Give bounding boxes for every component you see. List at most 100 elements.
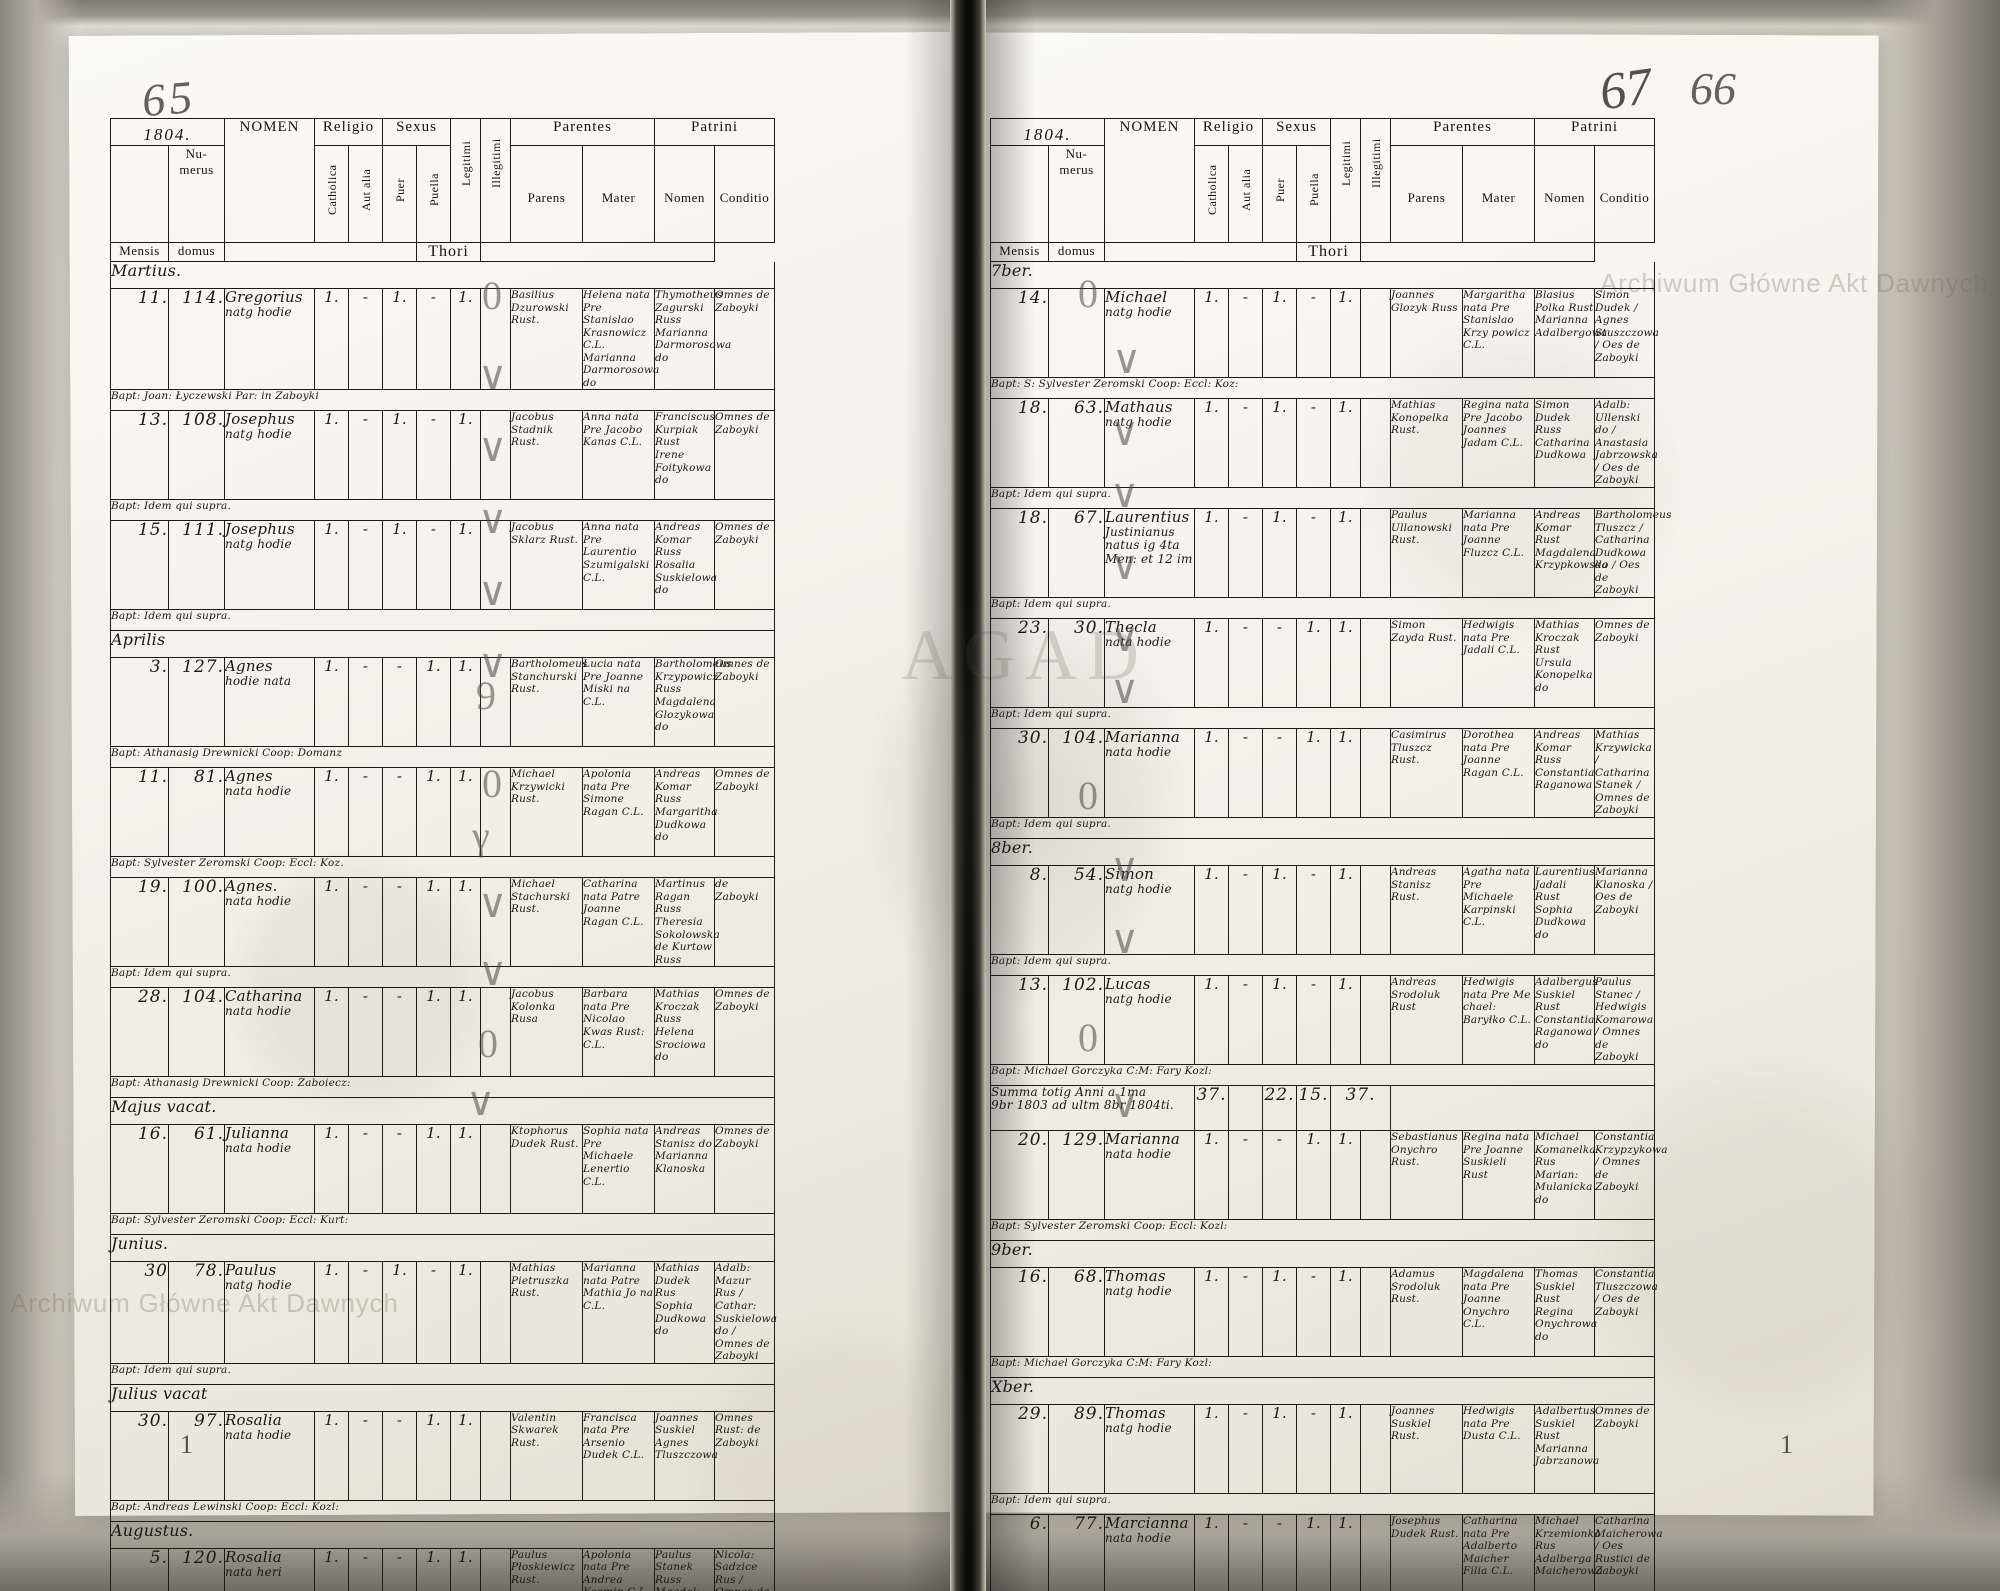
- entry-nomen: Laurentius Justinianus natus ig 4ta Men: …: [1104, 508, 1195, 598]
- entry-puer: 1.: [382, 287, 418, 391]
- entry-nomen: Agnes. nata hodie: [224, 877, 315, 968]
- month-label-row: Aprilis: [109, 630, 776, 658]
- entry-aut-alia: -: [1227, 975, 1264, 1065]
- header-religio-right: Religio: [1193, 118, 1264, 146]
- entry-catholica: 1.: [314, 520, 349, 611]
- entry-illegitimi: [480, 520, 512, 611]
- entry-aut-alia: -: [347, 1261, 384, 1364]
- entry-puella: 1.: [416, 657, 452, 748]
- entry-catholica: 1.: [314, 877, 349, 968]
- header-conditio-left: Conditio: [714, 145, 776, 243]
- baptism-note-row: Bapt: Sylvester Zeromski Coop: Eccl: Kur…: [109, 1213, 776, 1236]
- entry-puer: 1.: [382, 1261, 418, 1364]
- entry-patrini-nomen: Adalbertus Suskiel Rust Marianna Jabrzano…: [1534, 1404, 1599, 1494]
- entry-aut-alia: -: [1227, 1130, 1264, 1220]
- entry-nomen: Paulus natg hodie: [224, 1261, 315, 1364]
- header-numerus-right: Nu-merus: [1048, 145, 1105, 243]
- entry-mater: Regina nata Pre Joanne Suskieli Rust: [1462, 1130, 1536, 1220]
- entry-puer: 1.: [382, 520, 418, 611]
- entry-aut-alia: -: [347, 287, 384, 391]
- entry-puer: -: [382, 877, 418, 968]
- entry-legitimi: 1.: [1330, 508, 1362, 598]
- entry-mater: Sophia nata Pre Michaele Lenertio C.L.: [582, 1124, 656, 1215]
- entry-conditio: Omnes de Zaboyki: [714, 1124, 776, 1215]
- entry-mater: Barbara nata Pre Nicolao Kwas Rust: C.L.: [582, 987, 656, 1078]
- entry-aut-alia: -: [347, 1410, 384, 1501]
- entry-illegitimi: [480, 1124, 512, 1215]
- entry-domus: 108.: [168, 410, 225, 501]
- entry-patrini-nomen: Blasius Polka Rust Marianna Adalbergowa: [1534, 288, 1607, 378]
- entry-patrini-nomen: Michael Komanelka Rus Marian: Mulanicka d…: [1534, 1130, 1596, 1220]
- entry-catholica: 1.: [314, 410, 349, 501]
- entry-puella: -: [1296, 865, 1332, 955]
- entry-nomen: Julianna nata hodie: [224, 1124, 315, 1215]
- entry-domus: 78.: [168, 1261, 225, 1364]
- month-label: 9ber.: [989, 1240, 1656, 1268]
- register-entry-row: 16. 61. Julianna nata hodie 1. - -1. 1. Ktophoru…: [110, 1124, 776, 1215]
- entry-domus: 127.: [168, 657, 225, 748]
- entry-nomen: Thecla nata hodie: [1104, 618, 1195, 708]
- scan-edge-left: [0, 0, 80, 1591]
- entry-patrini-nomen: Martinus Ragan Russ Theresia Sokolowska d…: [654, 877, 720, 968]
- entry-conditio: Nicola: Sadzice Rus / Omnes de Zaboyki: [714, 1547, 776, 1591]
- entry-patrini-nomen: Andreas Komar Russ Rosalia Suskielowa do: [654, 520, 717, 611]
- entry-conditio: Adalb: Ullenski do / Anastasia Jabrzowsk…: [1594, 398, 1659, 488]
- baptism-note: Bapt: Idem qui supra.: [109, 499, 776, 522]
- header-year-right: 1804.: [990, 118, 1105, 146]
- entry-conditio: Simon Dudek / Agnes Stuszczowa / Oes de …: [1594, 288, 1659, 378]
- header-catholica-left: Catholica: [314, 145, 349, 243]
- baptism-note: Bapt: Michael Gorczyka C:M: Fary Kozl:: [989, 1064, 1656, 1086]
- entry-parens: Bartholomeus Stanchurski Rust.: [510, 657, 588, 748]
- entry-mater: Regina nata Pre Jacobo Joannes Jadam C.L…: [1462, 398, 1536, 488]
- entry-mensis: 18.: [990, 398, 1049, 488]
- entry-parens: Simon Zayda Rust.: [1390, 618, 1464, 708]
- entry-aut-alia: -: [1227, 865, 1264, 955]
- entry-conditio: Omnes de Zaboyki: [714, 987, 776, 1078]
- entry-catholica: 1.: [1194, 1130, 1229, 1220]
- entry-conditio: Mathias Krzywicka / Catharina Stanek / O…: [1594, 728, 1656, 818]
- entry-parens: Joannes Suskiel Rust.: [1390, 1404, 1464, 1494]
- entry-parens: Mathias Pietruszka Rust.: [510, 1261, 584, 1364]
- baptism-note-row: Bapt: Joan: Łyczewski Par: in Zaboyki: [109, 389, 776, 412]
- entry-parens: Casimirus Tluszcz Rust.: [1390, 728, 1464, 818]
- month-label: Junius.: [109, 1234, 776, 1262]
- header-parens-left: Parens: [510, 145, 584, 243]
- register-body-left: Martius. 11. 114. Gregorius natg hodie 1. -1. -…: [109, 261, 777, 1591]
- entry-domus: 114.: [168, 287, 225, 391]
- entry-conditio: Omnes de Zaboyki: [714, 767, 776, 858]
- entry-aut-alia: -: [347, 987, 384, 1078]
- entry-domus: 104.: [1048, 728, 1105, 818]
- entry-mater: Hedwigis nata Pre Me chael: Baryłko C.L.: [1462, 975, 1536, 1065]
- header-legitimi-left: Legitimi: [450, 118, 482, 243]
- baptism-note-row: Bapt: Idem qui supra.: [989, 707, 1656, 729]
- month-label: 8ber.: [989, 838, 1656, 866]
- entry-mater: Helena nata Pre Stanislao Krasnowicz C.L…: [582, 287, 660, 391]
- entry-illegitimi: [1360, 618, 1392, 708]
- entry-conditio: Constantia Tluszczowa / Oes de Zaboyki: [1594, 1267, 1658, 1357]
- register-entry-row: 23. 30. Thecla nata hodie 1. - -1. 1. Simon Zayd…: [990, 618, 1656, 708]
- entry-catholica: 1.: [1194, 618, 1229, 708]
- entry-mensis: 19.: [110, 877, 169, 968]
- entry-catholica: 1.: [1194, 398, 1229, 488]
- entry-mater: Apolonia nata Pre Andrea Kozmin C.L.: [582, 1547, 656, 1591]
- entry-illegitimi: [1360, 398, 1392, 488]
- entry-aut-alia: -: [347, 410, 384, 501]
- book-gutter: [950, 0, 986, 1591]
- entry-catholica: 1.: [314, 1547, 349, 1591]
- entry-puella: 1.: [416, 877, 452, 968]
- baptism-note-row: Bapt: Idem qui supra.: [109, 966, 776, 989]
- entry-mensis: 30.: [110, 1410, 169, 1501]
- entry-puer: -: [1262, 728, 1298, 818]
- summa-puella: 15.: [1296, 1085, 1332, 1131]
- header-illegitimi-left: Illegitimi: [480, 118, 512, 243]
- month-label: Majus vacat.: [109, 1097, 776, 1125]
- month-label-row: 8ber.: [989, 838, 1656, 866]
- entry-domus: 54.: [1048, 865, 1105, 955]
- entry-legitimi: 1.: [450, 1124, 482, 1215]
- entry-patrini-nomen: Mathias Kroczak Russ Helena Srociowa do: [654, 987, 716, 1078]
- entry-puer: -: [382, 657, 418, 748]
- entry-mensis: 13.: [110, 410, 169, 501]
- baptism-note-row: Bapt: Athanasig Drewnicki Coop: Domanz: [109, 746, 776, 769]
- baptism-note: Bapt: Idem qui supra.: [109, 609, 776, 632]
